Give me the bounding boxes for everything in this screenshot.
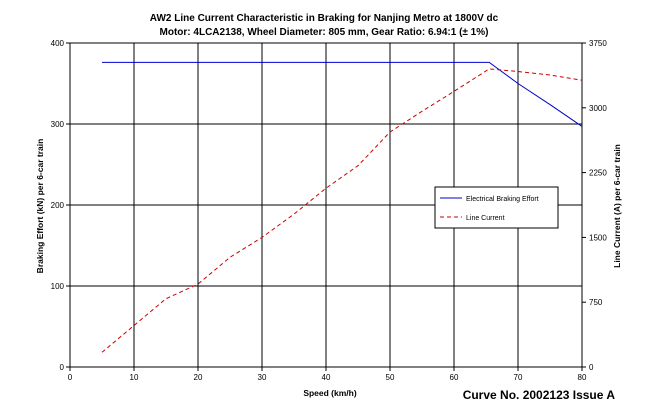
- y-left-tick-label: 0: [60, 363, 65, 372]
- series-line-braking-effort: [102, 61, 583, 127]
- x-axis-label: Speed (km/h): [303, 388, 357, 398]
- y-left-tick-label: 100: [51, 282, 65, 291]
- y-right-tick-label: 1500: [589, 233, 607, 242]
- y-left-tick-label: 300: [51, 120, 65, 129]
- x-tick-label: 80: [578, 373, 587, 382]
- legend-box: [434, 186, 559, 229]
- x-tick-label: 10: [130, 373, 139, 382]
- legend: Electrical Braking Effort Line Current: [434, 186, 559, 229]
- legend-label-braking-effort: Electrical Braking Effort: [466, 196, 539, 203]
- series-line-line-current: [101, 68, 583, 353]
- x-tick-label: 20: [194, 373, 203, 382]
- y-axis-right-label: Line Current (A) per 6-car train: [612, 144, 622, 268]
- y-left-tick-label: 200: [51, 201, 65, 210]
- y-right-tick-label: 0: [589, 363, 594, 372]
- chart-title: AW2 Line Current Characteristic in Braki…: [150, 13, 499, 24]
- chart-subtitle: Motor: 4LCA2138, Wheel Diameter: 805 mm,…: [160, 27, 489, 38]
- axis-ticks: 0 10 20 30 40 50 60 70 8001002003004000750150022…: [51, 39, 608, 382]
- curve-number: Curve No. 2002123 Issue A: [463, 388, 616, 402]
- y-right-tick-label: 2250: [589, 169, 607, 178]
- y-left-tick-label: 400: [51, 39, 65, 48]
- x-tick-label: 40: [322, 373, 331, 382]
- series-group: [101, 61, 583, 353]
- y-right-tick-label: 3750: [589, 39, 607, 48]
- y-right-tick-label: 750: [589, 298, 603, 307]
- x-tick-label: 0: [68, 373, 73, 382]
- x-tick-label: 50: [386, 373, 395, 382]
- y-right-tick-label: 3000: [589, 104, 607, 113]
- legend-label-line-current: Line Current: [466, 215, 505, 222]
- x-tick-label: 70: [514, 373, 523, 382]
- y-axis-left-label: Braking Effort (kN) per 6-car train: [35, 139, 45, 274]
- x-tick-label: 30: [258, 373, 267, 382]
- x-tick-label: 60: [450, 373, 459, 382]
